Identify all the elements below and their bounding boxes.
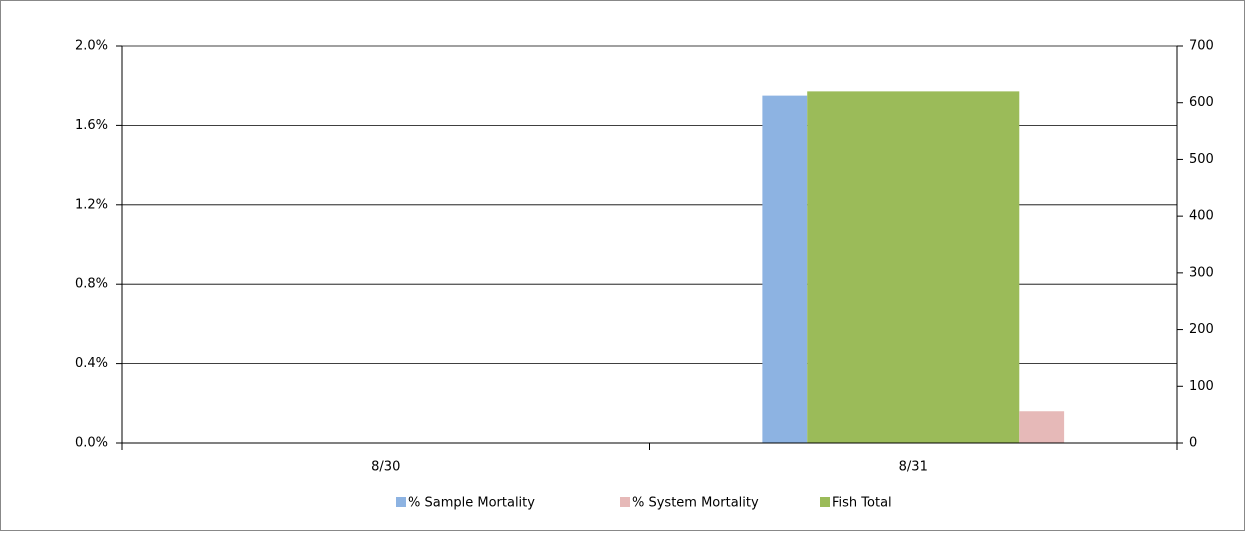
y2-tick-label: 600 <box>1189 95 1214 110</box>
y-tick-label: 0.4% <box>75 356 108 371</box>
bar <box>762 95 808 443</box>
y-tick-label: 0.0% <box>75 436 108 451</box>
legend-label: Fish Total <box>832 496 892 511</box>
y-tick-label: 2.0% <box>75 39 108 54</box>
legend-label: % Sample Mortality <box>408 496 535 511</box>
y2-tick-label: 200 <box>1189 322 1214 337</box>
y2-tick-label: 500 <box>1189 152 1214 167</box>
legend-swatch <box>820 497 830 507</box>
bar <box>1019 411 1065 443</box>
x-tick-label: 8/31 <box>899 460 928 475</box>
y2-tick-label: 300 <box>1189 265 1214 280</box>
legend-swatch <box>620 497 630 507</box>
bar <box>807 91 1020 443</box>
y2-tick-label: 400 <box>1189 209 1214 224</box>
legend-label: % System Mortality <box>632 496 759 511</box>
y-tick-label: 0.8% <box>75 277 108 292</box>
legend-swatch <box>396 497 406 507</box>
y2-tick-label: 0 <box>1189 436 1197 451</box>
y2-tick-label: 100 <box>1189 379 1214 394</box>
x-tick-label: 8/30 <box>371 460 400 475</box>
y-tick-label: 1.6% <box>75 118 108 133</box>
y2-tick-label: 700 <box>1189 39 1214 54</box>
y-tick-label: 1.2% <box>75 197 108 212</box>
